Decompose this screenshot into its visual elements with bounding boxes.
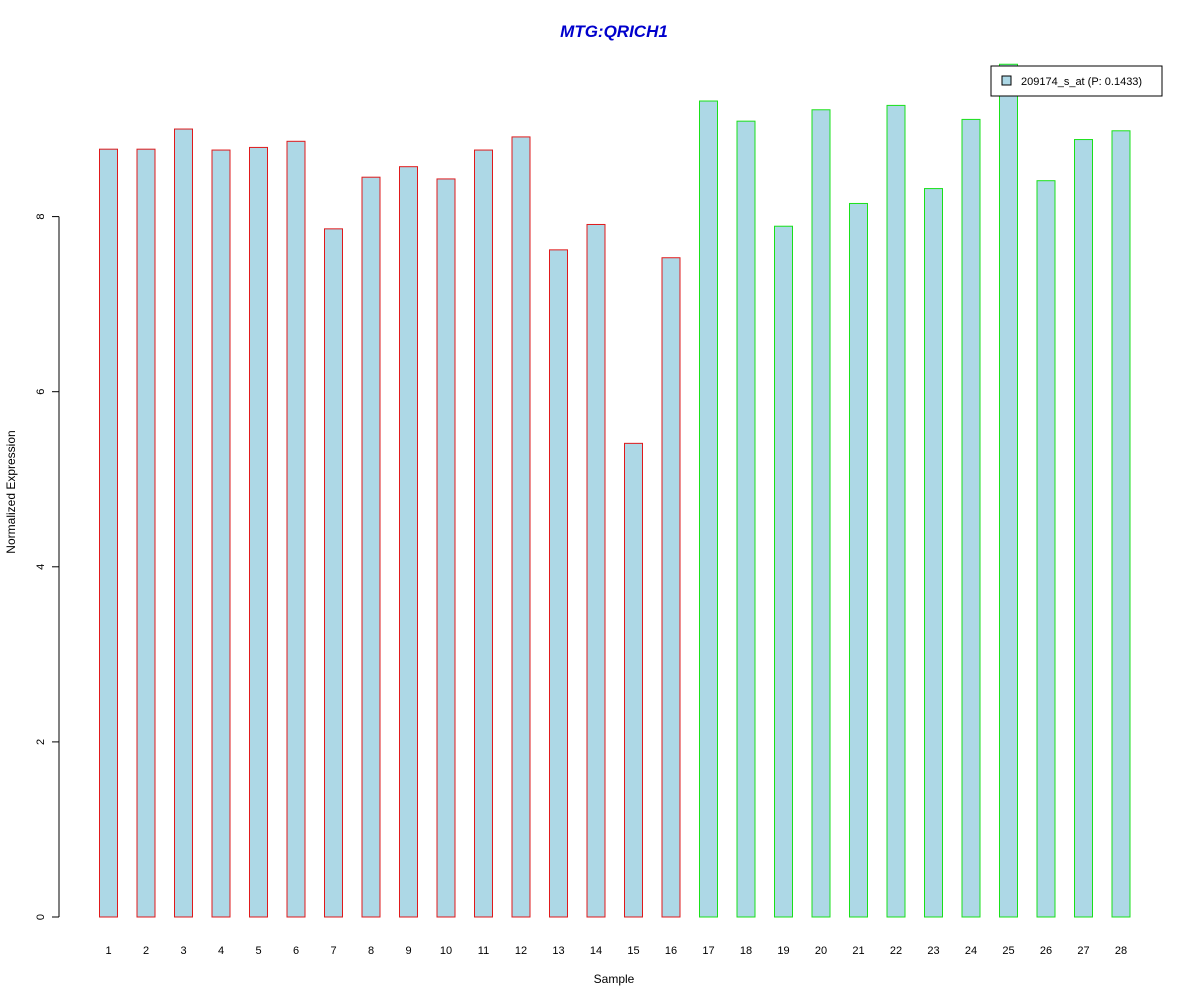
x-tick-label: 14 [590,945,602,957]
bar-sample-3 [174,128,193,918]
y-tick-label: 0 [35,914,47,920]
legend: 209174_s_at (P: 0.1433) [990,65,1163,97]
x-tick-label: 9 [405,945,411,957]
y-tick-label: 4 [35,564,47,570]
x-tick-label: 16 [665,945,677,957]
x-tick-label: 11 [478,945,489,957]
bar-sample-9 [399,166,418,918]
bar-sample-4 [211,149,231,918]
y-tick-label: 8 [35,214,47,220]
bar-sample-2 [136,148,156,918]
x-tick-label: 24 [965,945,977,957]
bar-sample-8 [361,176,381,918]
bar-sample-12 [511,136,531,918]
legend-swatch [1001,75,1012,86]
bar-sample-21 [849,202,868,918]
chart-title: MTG:QRICH1 [560,22,668,41]
bar-sample-5 [249,146,268,918]
bars [99,63,1131,918]
x-tick-label: 21 [852,945,864,957]
bar-sample-10 [436,178,456,918]
x-tick-label: 19 [777,945,789,957]
bar-sample-11 [474,149,493,918]
x-tick-label: 4 [218,945,224,957]
x-tick-label: 22 [890,945,902,957]
bar-sample-25 [999,63,1018,918]
legend-box [990,65,1163,97]
x-tick-label: 20 [815,945,827,957]
y-axis: 0 2 4 6 8 [35,214,60,920]
x-tick-label: 13 [552,945,564,957]
bar-sample-27 [1074,139,1093,918]
x-tick-label: 15 [627,945,639,957]
bar-sample-28 [1111,130,1131,918]
x-tick-label: 26 [1040,945,1052,957]
bar-sample-7 [324,228,343,918]
y-tick-label: 2 [35,739,47,745]
x-tick-label: 7 [330,945,336,957]
y-tick-label: 6 [35,389,47,395]
bar-sample-26 [1036,180,1056,918]
x-tick-label: 27 [1077,945,1089,957]
bar-sample-16 [661,257,681,918]
x-tick-label: 10 [440,945,452,957]
bar-sample-18 [736,120,756,918]
x-tick-label: 28 [1115,945,1127,957]
y-axis-label: Normalized Expression [4,430,18,553]
bar-sample-17 [699,100,718,918]
x-tick-label: 2 [143,945,149,957]
x-tick-label: 3 [180,945,186,957]
bar-sample-13 [549,249,568,918]
bar-sample-23 [924,188,943,918]
bar-sample-24 [961,118,981,918]
bar-sample-22 [886,104,906,918]
bar-sample-6 [286,140,306,918]
bar-sample-1 [99,148,118,918]
legend-label: 209174_s_at (P: 0.1433) [1021,76,1142,88]
x-tick-label: 6 [293,945,299,957]
bar-sample-14 [586,223,606,918]
bar-sample-20 [811,109,831,918]
x-tick-label: 5 [255,945,261,957]
x-tick-label: 23 [927,945,939,957]
x-axis-label: Sample [594,972,635,986]
x-tick-label: 12 [515,945,527,957]
x-tick-label: 8 [368,945,374,957]
x-tick-labels: 1 2 3 4 5 6 7 8 9 10 11 12 13 14 15 16 17 18 19 20 21 22 23 24 2… [105,945,1127,957]
x-tick-label: 25 [1002,945,1014,957]
x-tick-label: 18 [740,945,752,957]
x-tick-label: 1 [105,945,111,957]
bar-sample-19 [774,225,793,918]
bar-sample-15 [624,442,643,918]
x-tick-label: 17 [702,945,714,957]
